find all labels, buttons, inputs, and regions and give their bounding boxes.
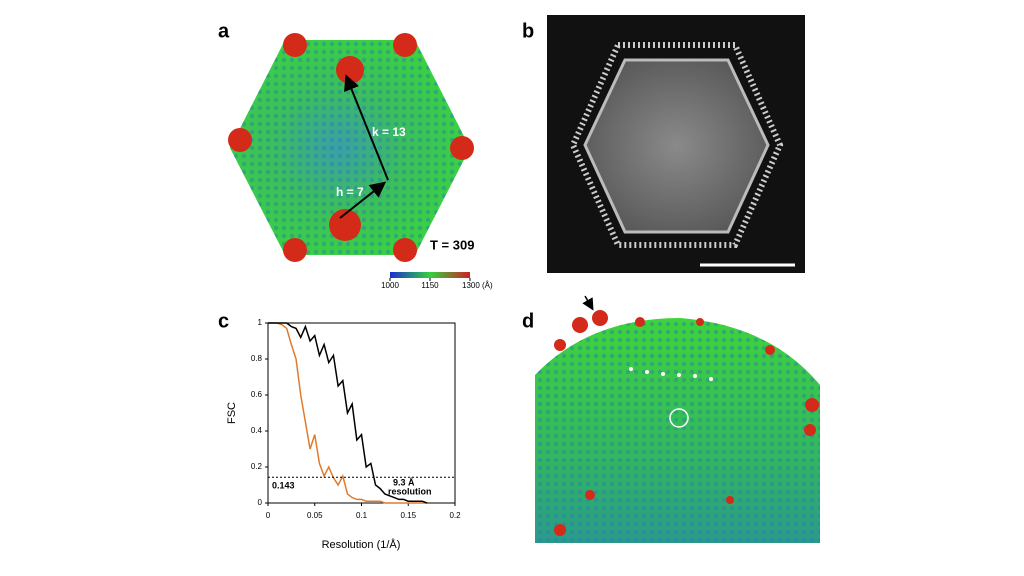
- colorbar-tick-label: 1150: [421, 281, 439, 290]
- x-tick-label: 0.15: [400, 511, 416, 520]
- panel-label: b: [522, 20, 534, 42]
- x-tick-label: 0.05: [307, 511, 323, 520]
- panel-label: d: [522, 310, 534, 332]
- y-tick-label: 0.2: [251, 462, 263, 471]
- y-tick-label: 0.6: [251, 390, 263, 399]
- colorbar-tick-label: 1000: [381, 281, 399, 290]
- x-tick-label: 0.1: [356, 511, 368, 520]
- colorbar-tick-label: 1300 (Å): [462, 281, 493, 290]
- y-tick-label: 0.8: [251, 354, 263, 363]
- x-tick-label: 0.2: [449, 511, 461, 520]
- fsc-curve: [268, 322, 428, 504]
- fsc-curve: [268, 322, 427, 504]
- x-axis-label: Resolution (1/Å): [322, 538, 401, 551]
- arrow: [582, 295, 594, 311]
- y-tick-label: 1: [258, 318, 263, 327]
- k-label: k = 13: [372, 125, 406, 139]
- annotation: resolution: [388, 487, 432, 497]
- y-tick-label: 0: [258, 498, 263, 507]
- panel-label: c: [218, 310, 229, 332]
- plot-frame: [267, 322, 456, 504]
- h-label: h = 7: [336, 185, 364, 199]
- y-axis-label: FSC: [226, 402, 238, 424]
- annotation: 9.3 Å: [393, 478, 415, 488]
- cryo-em-image: [547, 15, 805, 273]
- threshold-label: 0.143: [272, 481, 295, 491]
- t-label: T = 309: [430, 237, 474, 252]
- capsid-closeup: [535, 310, 820, 543]
- panel-label: a: [218, 20, 230, 42]
- y-tick-label: 0.4: [251, 426, 263, 435]
- x-tick-label: 0: [266, 511, 271, 520]
- capsid-model: [228, 33, 474, 278]
